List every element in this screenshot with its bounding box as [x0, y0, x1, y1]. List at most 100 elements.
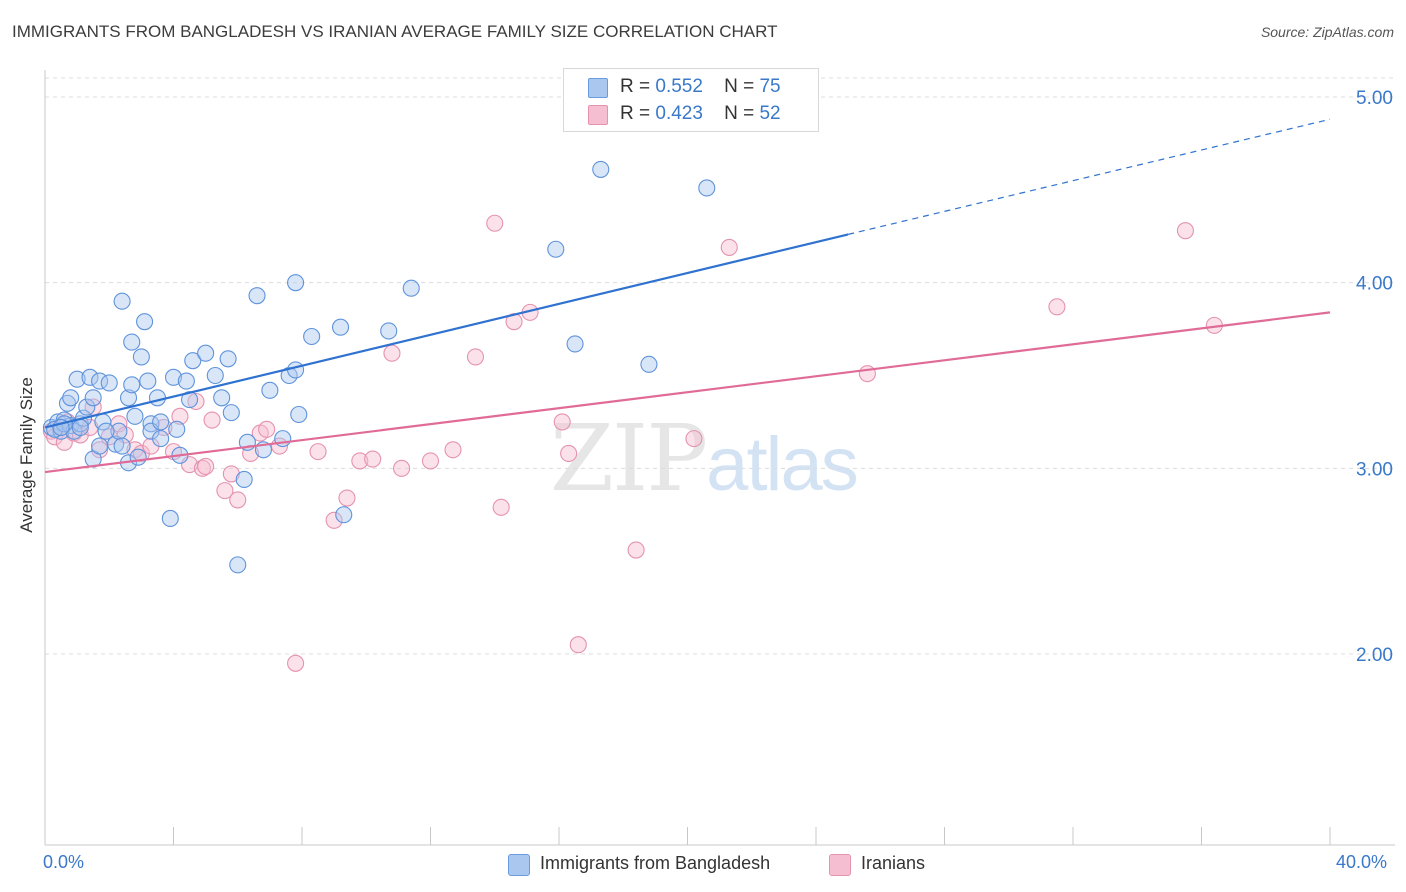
bangladesh-point [100, 374, 118, 392]
bangladesh-point [84, 389, 102, 407]
correlation-legend: R = 0.552 N = 75 R = 0.423 N = 52 [563, 68, 819, 132]
iranian-point [1176, 222, 1194, 240]
legend-r-label: R = [620, 76, 651, 97]
bangladesh-point [119, 389, 138, 407]
bangladesh-point [123, 333, 141, 351]
iranian-point [171, 407, 189, 425]
iranian-point [553, 413, 571, 431]
bangladesh-point [206, 366, 224, 385]
bangladesh-point [303, 327, 321, 346]
bangladesh-points [42, 160, 716, 574]
bangladesh-point [123, 376, 141, 394]
watermark: ZIPatlas [550, 405, 859, 512]
bangladesh-point [235, 470, 253, 489]
iranian-point [351, 452, 369, 470]
y-tick-label: 3.00 [1356, 459, 1393, 480]
iranian-point [91, 441, 109, 459]
bangladesh-point [222, 404, 240, 422]
iranian-point [229, 491, 247, 509]
iranian-point [338, 489, 356, 507]
bangladesh-point [97, 422, 115, 440]
bottom-legend-label-iranian: Iranians [861, 853, 926, 873]
iranian-point [258, 420, 276, 438]
y-tick-label: 5.00 [1356, 88, 1393, 109]
legend-r-label: R = [620, 103, 651, 124]
bangladesh-point [62, 389, 80, 407]
iranian-point [287, 654, 305, 672]
iranian-point [187, 392, 205, 411]
iranian-point [222, 465, 240, 483]
bangladesh-point [197, 344, 215, 362]
legend-n-label: N = [724, 103, 755, 124]
iranian-point [155, 418, 173, 437]
bangladesh-point [287, 361, 305, 379]
watermark-zip: ZIP [550, 405, 708, 512]
bangladesh-point [177, 372, 195, 390]
bangladesh-point [136, 313, 154, 331]
iranian-trend-line [44, 311, 1331, 474]
bangladesh-point [139, 372, 157, 390]
bangladesh-point [248, 287, 266, 305]
x-max-label: 40.0% [1336, 852, 1388, 872]
x-min-label: 0.0% [43, 852, 85, 872]
bangladesh-point [81, 368, 99, 386]
iranian-points [42, 214, 1223, 672]
grid-lines [45, 77, 1395, 655]
iranian-point [393, 459, 411, 477]
legend-swatch-iranian [588, 105, 608, 125]
bangladesh-point [640, 355, 658, 373]
bangladesh-point [91, 437, 109, 455]
axes [44, 70, 1395, 846]
iranian-point [197, 457, 215, 476]
bangladesh-point [113, 437, 131, 455]
iranian-point [858, 365, 876, 383]
watermark-atlas: atlas [706, 422, 859, 507]
bangladesh-point [261, 381, 279, 399]
bangladesh-point [161, 509, 179, 528]
bangladesh-point [592, 160, 610, 178]
bangladesh-point [164, 368, 183, 386]
bangladesh-point [287, 274, 305, 292]
iranian-point [627, 541, 645, 559]
legend-n-value: 75 [759, 76, 781, 97]
legend-n-label: N = [724, 76, 755, 97]
bangladesh-point [113, 292, 131, 310]
iranian-point [216, 482, 234, 500]
legend-r-value: 0.552 [655, 76, 703, 97]
bangladesh-point [126, 407, 144, 425]
iranian-point [383, 344, 401, 362]
y-tick-label: 4.00 [1356, 274, 1393, 295]
legend-n-value: 52 [759, 103, 781, 124]
trend-lines [44, 118, 1331, 474]
chart-title: IMMIGRANTS FROM BANGLADESH VS IRANIAN AV… [12, 22, 778, 41]
iranian-point [569, 636, 587, 654]
bangladesh-point [152, 413, 170, 431]
iranian-point [364, 450, 382, 468]
iranian-point [203, 411, 221, 429]
bangladesh-point [219, 350, 237, 368]
source-label: Source: ZipAtlas.com [1260, 24, 1394, 40]
bangladesh-point [129, 448, 147, 466]
iranian-point [492, 498, 510, 516]
bangladesh-point [331, 318, 350, 336]
iranian-point [309, 443, 327, 461]
bottom-legend-label-bangladesh: Immigrants from Bangladesh [540, 853, 771, 873]
bangladesh-point [132, 348, 150, 366]
iranian-point [1048, 298, 1066, 316]
iranian-point [685, 430, 703, 448]
iranian-point [325, 511, 343, 529]
legend-swatch-bangladesh [588, 78, 608, 98]
bangladesh-point [229, 556, 247, 574]
bangladesh-trend-line [44, 233, 849, 429]
bangladesh-point [547, 240, 565, 258]
bangladesh-trend-extension [847, 118, 1331, 235]
iranian-point [486, 214, 504, 232]
bangladesh-point [71, 418, 89, 437]
bangladesh-point [380, 322, 398, 340]
bangladesh-point [698, 179, 716, 197]
iranian-point [560, 444, 578, 463]
iranian-point [81, 418, 99, 437]
y-tick-labels: 2.00 3.00 4.00 5.00 [1356, 88, 1393, 666]
legend-r-value: 0.423 [655, 103, 703, 124]
